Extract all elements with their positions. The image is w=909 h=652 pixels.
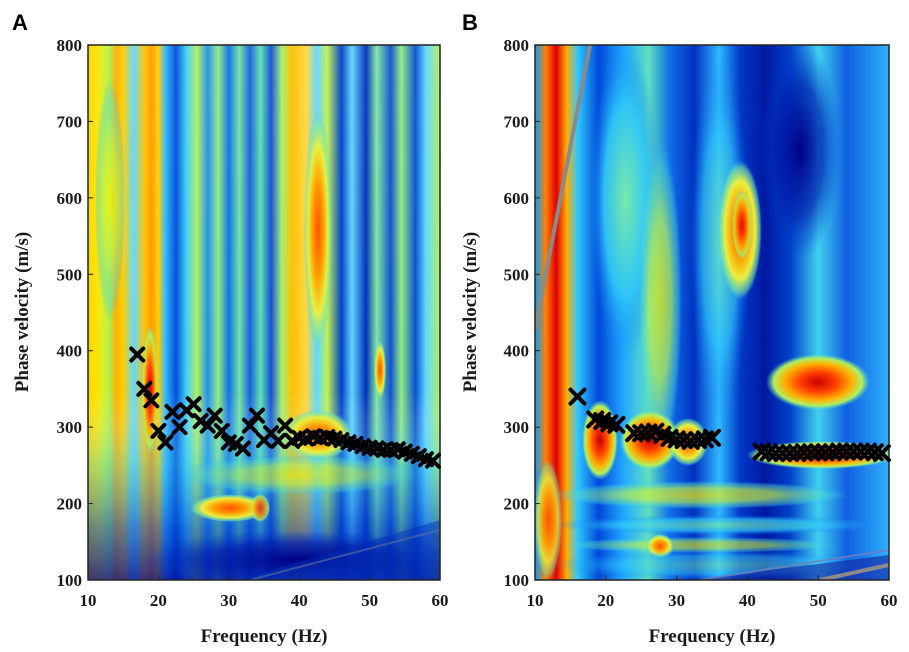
- pick-marker-a: [129, 346, 146, 363]
- y-tick-label-b: 400: [504, 342, 530, 361]
- pick-marker-a: [234, 440, 251, 457]
- x-tick-label-a: 40: [291, 591, 308, 610]
- x-tick-label-b: 60: [881, 591, 898, 610]
- x-tick-label-b: 20: [597, 591, 614, 610]
- pick-marker-a: [164, 403, 181, 420]
- pick-marker-a: [277, 417, 294, 434]
- x-axis-label-a: Frequency (Hz): [201, 626, 328, 647]
- y-tick-label-a: 600: [57, 189, 83, 208]
- boundary-line-left: [535, 45, 592, 331]
- pick-marker-a: [143, 392, 160, 409]
- pick-marker-a: [241, 417, 258, 434]
- x-tick-label-a: 50: [361, 591, 378, 610]
- heatmap-b: [535, 45, 889, 580]
- pick-marker-a: [185, 396, 202, 413]
- pick-marker-b: [568, 387, 587, 406]
- x-tick-label-b: 30: [668, 591, 685, 610]
- pick-marker-b: [607, 415, 626, 434]
- panel-letter-a: A: [12, 10, 28, 35]
- y-tick-label-b: 300: [504, 418, 530, 437]
- pick-marker-b: [703, 428, 721, 447]
- pick-marker-a: [199, 417, 216, 434]
- pick-marker-a: [270, 432, 287, 449]
- y-tick-label-b: 700: [504, 112, 530, 131]
- pick-marker-a: [248, 407, 265, 424]
- y-tick-label-a: 700: [57, 112, 83, 131]
- boundary-line-bottom: [819, 563, 889, 580]
- y-tick-label-b: 500: [504, 265, 530, 284]
- x-axis-label-b: Frequency (Hz): [649, 626, 776, 647]
- y-tick-label-a: 500: [57, 265, 83, 284]
- x-tick-label-a: 10: [80, 591, 97, 610]
- x-tick-label-a: 20: [150, 591, 167, 610]
- pick-marker-a: [206, 407, 223, 424]
- y-tick-label-a: 300: [57, 418, 83, 437]
- y-axis-label-a: Phase velocity (m/s): [12, 232, 33, 392]
- y-tick-label-b: 800: [504, 36, 530, 55]
- x-tick-label-a: 60: [432, 591, 449, 610]
- y-tick-label-b: 100: [504, 571, 530, 590]
- plot-frame-a: [87, 44, 441, 581]
- y-tick-label-b: 200: [504, 495, 530, 514]
- heatmap-a: [88, 45, 440, 580]
- pick-marker-a: [136, 380, 153, 397]
- x-tick-label-b: 10: [527, 591, 544, 610]
- y-tick-label-a: 400: [57, 342, 83, 361]
- pick-marker-a: [213, 422, 230, 439]
- y-tick-label-a: 800: [57, 36, 83, 55]
- x-tick-label-b: 50: [810, 591, 827, 610]
- y-tick-label-a: 100: [57, 571, 83, 590]
- plot-frame-b: [534, 44, 890, 581]
- y-axis-label-b: Phase velocity (m/s): [460, 232, 481, 392]
- x-tick-label-b: 40: [739, 591, 756, 610]
- pick-marker-a: [150, 422, 167, 439]
- panel-letter-b: B: [462, 10, 478, 35]
- y-tick-label-a: 200: [57, 495, 83, 514]
- x-tick-label-a: 30: [220, 591, 237, 610]
- pick-marker-b: [872, 444, 891, 463]
- y-tick-label-b: 600: [504, 189, 530, 208]
- pick-marker-a: [171, 419, 188, 436]
- pick-marker-a: [424, 452, 441, 469]
- pick-marker-a: [157, 434, 174, 451]
